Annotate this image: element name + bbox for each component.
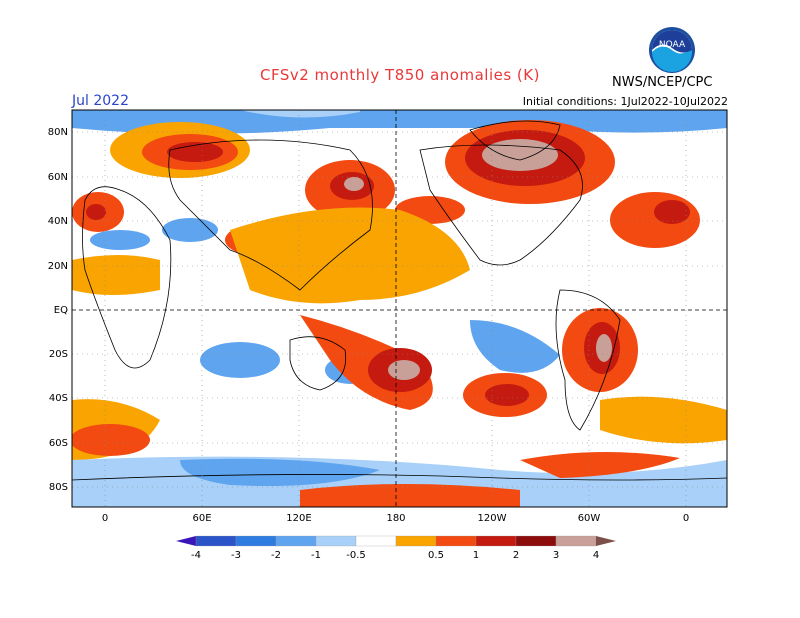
lat-label: 20S <box>49 349 68 360</box>
colorbar-label: 1 <box>473 550 479 561</box>
colorbar-label: -2 <box>271 550 281 561</box>
colorbar-segment <box>596 536 616 546</box>
colorbar-segment <box>275 535 317 547</box>
colorbar-segment <box>176 536 196 546</box>
map-grid <box>72 110 727 507</box>
logo-text: NOAA <box>659 40 686 50</box>
colorbar-segment <box>355 535 397 547</box>
colorbar-label: -0.5 <box>346 550 366 561</box>
coastlines <box>72 120 727 481</box>
lon-label: 0 <box>102 513 108 524</box>
lat-label: 40N <box>48 216 68 227</box>
lat-label: 60N <box>48 172 68 183</box>
colorbar-label: 3 <box>553 550 559 561</box>
month-label: Jul 2022 <box>72 93 129 109</box>
agency-label: NWS/NCEP/CPC <box>612 75 713 90</box>
colorbar: -4 -3 -2 -1 -0.5 0.5 1 2 3 4 <box>176 535 616 561</box>
colorbar-label: -4 <box>191 550 201 561</box>
lon-label: 180 <box>386 513 405 524</box>
colorbar-segment <box>315 535 357 547</box>
lat-label: 80S <box>49 482 68 493</box>
noaa-logo-icon: NOAA <box>649 27 695 73</box>
colorbar-segment <box>475 535 517 547</box>
colorbar-label: 2 <box>513 550 519 561</box>
map-title: CFSv2 monthly T850 anomalies (K) <box>260 66 540 84</box>
lon-label: 120W <box>478 513 507 524</box>
colorbar-label: -3 <box>231 550 241 561</box>
colorbar-segment <box>555 535 597 547</box>
lat-label: 80N <box>48 127 68 138</box>
lat-labels: 80N 60N 40N 20N EQ 20S 40S 60S 80S <box>48 127 68 493</box>
colorbar-segment <box>435 535 477 547</box>
anomaly-field <box>72 110 727 507</box>
lon-label: 0 <box>683 513 689 524</box>
colorbar-segment <box>235 535 277 547</box>
colorbar-segment <box>195 535 237 547</box>
lat-label: EQ <box>54 305 68 316</box>
lat-label: 60S <box>49 438 68 449</box>
colorbar-label: 4 <box>593 550 599 561</box>
lon-label: 60E <box>192 513 211 524</box>
lat-label: 40S <box>49 393 68 404</box>
colorbar-label: -1 <box>311 550 321 561</box>
lon-label: 60W <box>578 513 601 524</box>
map-frame <box>71 109 728 508</box>
lat-label: 20N <box>48 261 68 272</box>
initial-conditions: Initial conditions: 1Jul2022-10Jul2022 <box>522 95 728 108</box>
lon-labels: 0 60E 120E 180 120W 60W 0 <box>102 513 689 524</box>
colorbar-segment <box>515 535 557 547</box>
lon-label: 120E <box>286 513 311 524</box>
colorbar-label: 0.5 <box>428 550 444 561</box>
colorbar-segment <box>395 535 437 547</box>
